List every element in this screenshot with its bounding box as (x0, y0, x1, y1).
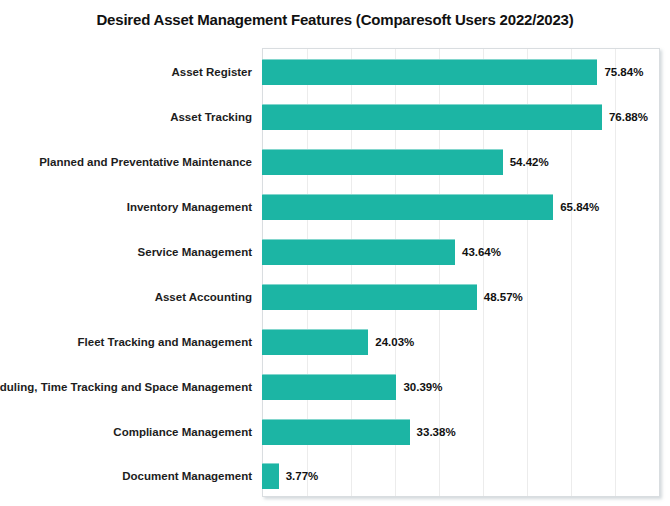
bar (262, 419, 410, 445)
bar-chart: Desired Asset Management Features (Compa… (0, 0, 670, 506)
bar-row: Scheduling, Time Tracking and Space Mana… (0, 364, 660, 409)
value-label: 43.64% (462, 246, 501, 258)
bar (262, 284, 477, 310)
value-label: 33.38% (417, 426, 456, 438)
category-label: Planned and Preventative Maintenance (0, 156, 262, 168)
bar-track: 30.39% (262, 364, 660, 409)
bar-track: 33.38% (262, 409, 660, 454)
bar-track: 48.57% (262, 274, 660, 319)
bar-row: Compliance Management 33.38% (0, 409, 660, 454)
bar-track: 76.88% (262, 95, 660, 140)
category-label: Document Management (0, 470, 262, 482)
bar (262, 194, 553, 220)
value-label: 24.03% (375, 336, 414, 348)
bar-row: Service Management 43.64% (0, 230, 660, 275)
bar-row: Fleet Tracking and Management 24.03% (0, 319, 660, 364)
bar-row: Planned and Preventative Maintenance 54.4… (0, 140, 660, 185)
bar (262, 374, 396, 400)
value-label: 76.88% (609, 111, 648, 123)
value-label: 75.84% (604, 66, 643, 78)
bar (262, 149, 503, 175)
bar-row: Asset Tracking 76.88% (0, 95, 660, 140)
bar-track: 75.84% (262, 50, 660, 95)
category-label: Service Management (0, 246, 262, 258)
bar-track: 3.77% (262, 454, 660, 499)
bar (262, 329, 368, 355)
bar (262, 59, 597, 85)
category-label: Asset Register (0, 66, 262, 78)
bar-rows: Asset Register 75.84% Asset Tracking 76.88%… (0, 50, 660, 499)
category-label: Inventory Management (0, 201, 262, 213)
bar-row: Asset Accounting 48.57% (0, 274, 660, 319)
value-label: 48.57% (484, 291, 523, 303)
bar (262, 239, 455, 265)
bar-row: Asset Register 75.84% (0, 50, 660, 95)
category-label: Scheduling, Time Tracking and Space Mana… (0, 381, 262, 393)
bar-track: 43.64% (262, 230, 660, 275)
value-label: 54.42% (510, 156, 549, 168)
category-label: Compliance Management (0, 426, 262, 438)
bar (262, 104, 602, 130)
chart-title: Desired Asset Management Features (Compa… (0, 11, 670, 28)
value-label: 30.39% (403, 381, 442, 393)
category-label: Asset Accounting (0, 291, 262, 303)
value-label: 65.84% (560, 201, 599, 213)
category-label: Asset Tracking (0, 111, 262, 123)
bar-row: Document Management 3.77% (0, 454, 660, 499)
value-label: 3.77% (286, 470, 319, 482)
bar-track: 54.42% (262, 140, 660, 185)
bar-track: 65.84% (262, 185, 660, 230)
bar (262, 463, 279, 489)
category-label: Fleet Tracking and Management (0, 336, 262, 348)
bar-row: Inventory Management 65.84% (0, 185, 660, 230)
bar-track: 24.03% (262, 319, 660, 364)
